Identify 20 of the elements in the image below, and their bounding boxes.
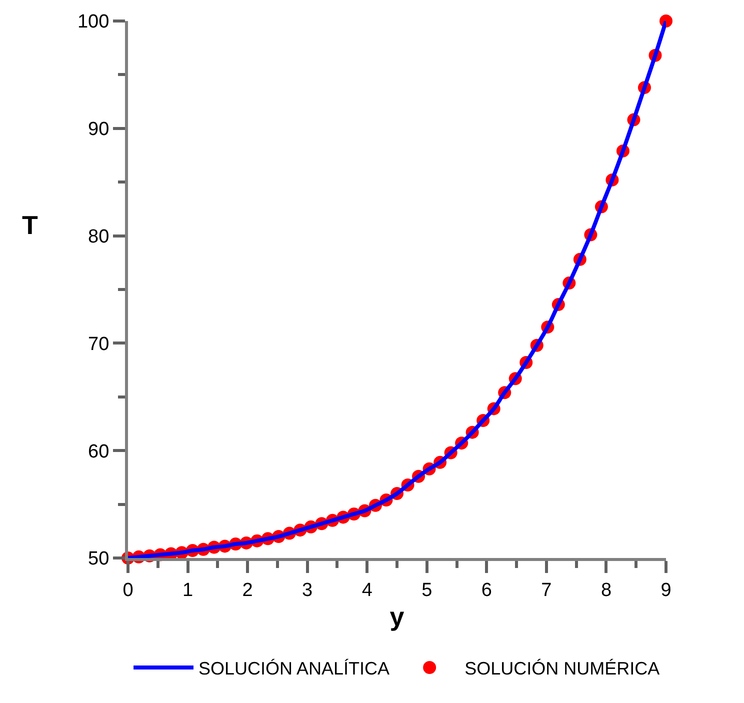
y-tick-label: 50 — [88, 548, 110, 570]
x-tick-label: 4 — [362, 580, 373, 601]
x-tick-label: 6 — [481, 580, 492, 601]
y-tick-label: 70 — [88, 334, 110, 355]
x-tick-label: 9 — [660, 580, 672, 601]
x-axis-title: y — [390, 602, 405, 632]
x-tick-label: 7 — [541, 580, 552, 601]
y-tick-label: 90 — [88, 119, 110, 140]
x-tick-label: 3 — [302, 580, 313, 601]
y-axis-title: T — [22, 210, 38, 240]
x-tick-label: 8 — [600, 580, 612, 601]
y-tick-label: 80 — [88, 226, 110, 248]
x-tick-label: 2 — [242, 580, 253, 601]
x-tick-label: 0 — [122, 580, 134, 601]
x-tick-label: 5 — [422, 580, 432, 601]
legend-label: SOLUCIÓN NUMÉRICA — [464, 658, 660, 679]
y-tick-label: 60 — [88, 441, 110, 462]
y-tick-label: 100 — [77, 12, 110, 33]
x-tick-label: 1 — [182, 580, 194, 601]
legend-label: SOLUCIÓN ANALÍTICA — [198, 658, 390, 679]
